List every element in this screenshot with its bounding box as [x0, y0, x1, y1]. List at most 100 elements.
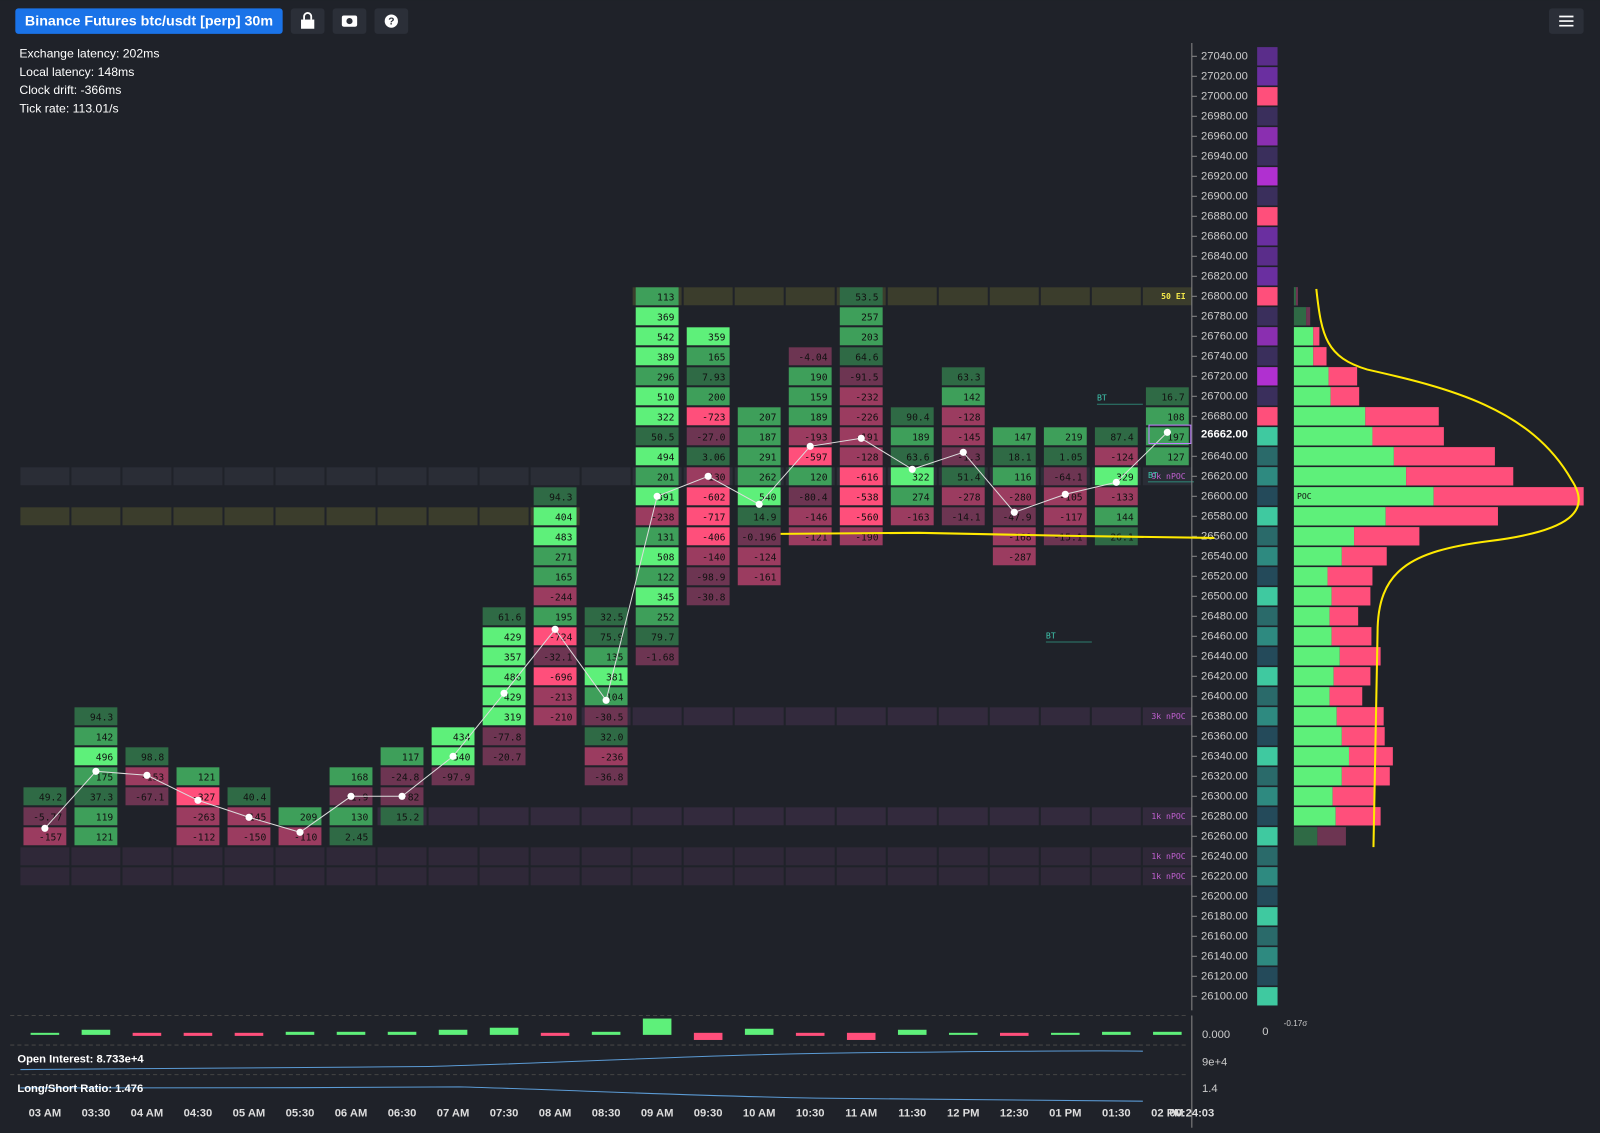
footprint-cell — [635, 647, 679, 666]
profile-buy — [1293, 327, 1314, 346]
y-tick-label: 26900.00 — [1201, 190, 1248, 202]
footprint-cell — [941, 507, 985, 526]
cell-label: 486 — [504, 672, 522, 683]
cell-label: 117 — [402, 752, 420, 763]
cell-label: -236 — [600, 752, 623, 763]
cell-label: 209 — [300, 812, 318, 823]
level-band — [989, 807, 1039, 826]
x-tick-label: 03 AM — [29, 1107, 62, 1119]
footprint-cell — [788, 407, 832, 426]
cell-label: 197 — [1167, 432, 1185, 443]
x-tick-label: 11 AM — [845, 1107, 877, 1119]
footprint-cell — [788, 507, 832, 526]
y-tick-label: 27020.00 — [1201, 70, 1248, 82]
profile-sell — [1385, 507, 1498, 526]
title-button[interactable] — [15, 8, 283, 34]
side-heat — [1257, 407, 1278, 426]
footprint-cell — [890, 507, 934, 526]
footprint-cell — [941, 467, 985, 486]
level-band — [479, 847, 529, 866]
footprint-cell — [788, 387, 832, 406]
side-heat — [1257, 147, 1278, 166]
level-band — [479, 807, 529, 826]
cell-label: 119 — [96, 812, 114, 823]
level-band — [785, 707, 835, 726]
footprint-cell — [686, 487, 730, 506]
profile-buy — [1293, 447, 1394, 466]
profile-buy — [1293, 387, 1331, 406]
side-heat — [1257, 747, 1278, 766]
cell-label: 14.9 — [753, 512, 776, 523]
cell-label: -36.8 — [594, 772, 623, 783]
side-heat — [1257, 207, 1278, 226]
level-band — [326, 867, 376, 886]
cell-label: -213 — [549, 692, 572, 703]
profile-sell — [1348, 747, 1393, 766]
level-label: 9k nPOC — [1151, 471, 1185, 481]
cell-label: -616 — [855, 472, 878, 483]
cell-label: -117 — [1059, 512, 1082, 523]
y-tick-label: 26600.00 — [1201, 490, 1248, 502]
footprint-cell — [686, 367, 730, 386]
footprint-cell — [992, 527, 1036, 546]
cell-label: -538 — [855, 492, 878, 503]
y-tick-label: 26220.00 — [1201, 870, 1248, 882]
footprint-cell — [431, 727, 475, 746]
cell-label: -121 — [804, 532, 827, 543]
lock-icon — [301, 19, 315, 29]
footprint-cell — [125, 747, 169, 766]
profile-buy — [1293, 807, 1336, 826]
cell-label: -1.9 — [345, 792, 368, 803]
footprint-cell — [278, 827, 322, 846]
footprint-cell — [227, 787, 271, 806]
vwap-point — [92, 767, 100, 775]
level-band — [1091, 807, 1141, 826]
level-band — [1091, 847, 1141, 866]
x-tick-label: 03:30 — [82, 1107, 111, 1119]
footprint-cell — [686, 547, 730, 566]
level-band — [1142, 867, 1192, 886]
profile-sell — [1393, 447, 1495, 466]
footprint-cell — [533, 567, 577, 586]
level-band — [71, 467, 121, 486]
level-band — [530, 847, 580, 866]
footprint-cell — [890, 487, 934, 506]
cell-label: 345 — [657, 592, 675, 603]
footprint-cell — [533, 607, 577, 626]
level-band — [887, 807, 937, 826]
cell-label: 369 — [657, 312, 675, 323]
side-heat — [1257, 447, 1278, 466]
y-tick-label: 26460.00 — [1201, 630, 1248, 642]
cell-label: -193 — [804, 432, 827, 443]
cell-label: 144 — [1116, 512, 1134, 523]
x-tick-label: 08 AM — [539, 1107, 572, 1119]
cell-label: -128 — [855, 452, 878, 463]
cell-label: -696 — [549, 672, 572, 683]
level-band — [326, 507, 376, 526]
side-heat — [1257, 387, 1278, 406]
footprint-cell — [635, 567, 679, 586]
level-band — [938, 847, 988, 866]
side-heat — [1257, 427, 1278, 446]
profile-sell — [1336, 707, 1384, 726]
x-tick-label: 09:30 — [694, 1107, 723, 1119]
profile-sell — [1317, 827, 1346, 846]
poc-label: POC — [1297, 491, 1312, 501]
footprint-cell — [635, 507, 679, 526]
cell-label: 53.5 — [855, 292, 878, 303]
vwap-point — [245, 813, 253, 821]
level-band — [428, 467, 478, 486]
cell-label: -191 — [855, 432, 878, 443]
footprint-cell — [839, 487, 883, 506]
cell-label: 18.1 — [1008, 452, 1031, 463]
profile-sell — [1333, 667, 1371, 686]
level-band — [173, 467, 223, 486]
footprint-cell — [584, 767, 628, 786]
profile-sell — [1329, 607, 1359, 626]
profile-buy — [1293, 767, 1342, 786]
level-band — [785, 867, 835, 886]
level-band — [1142, 847, 1192, 866]
y-tick-label: 26440.00 — [1201, 650, 1248, 662]
delta-bar — [234, 1032, 264, 1036]
footprint-cell — [482, 627, 526, 646]
